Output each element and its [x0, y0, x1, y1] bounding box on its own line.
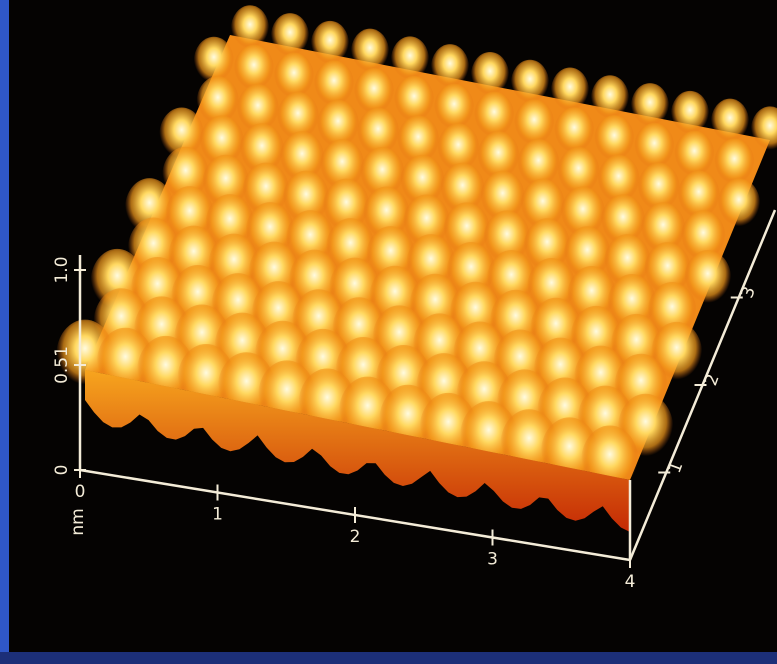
atom-bump: [470, 51, 510, 100]
atom-bump: [230, 5, 270, 54]
bottom-border: [0, 652, 777, 664]
x-tick-label: 1: [212, 505, 223, 525]
front-wall: [85, 370, 630, 532]
atom-bump: [677, 170, 721, 224]
atom-bump: [557, 146, 600, 201]
atom-bump: [273, 52, 315, 104]
atom-bump: [430, 44, 470, 93]
atom-bump: [316, 99, 360, 153]
x-tick-label: 3: [487, 550, 498, 570]
atom-bump: [674, 130, 715, 182]
z-tick-label: 0: [52, 465, 72, 476]
atom-bump: [396, 115, 440, 169]
atom-bump: [196, 76, 240, 130]
x-unit: nm: [68, 508, 88, 535]
atom-bump: [393, 75, 435, 127]
atom-bump: [350, 28, 390, 77]
atom-bump: [590, 75, 630, 124]
atom-bump: [670, 90, 710, 139]
left-border: [0, 0, 9, 664]
atom-bump: [193, 36, 235, 88]
surface: [56, 5, 777, 532]
atom-bump: [634, 122, 675, 174]
atom-bump: [233, 44, 275, 96]
z-tick-label: 0.51: [52, 346, 72, 384]
atom-bump: [710, 98, 750, 147]
atom-bump: [553, 107, 595, 158]
atom-bump: [717, 178, 761, 232]
atom-bump: [651, 321, 703, 386]
atom-bump: [236, 83, 280, 138]
atom-bump: [433, 83, 475, 135]
atom-bump: [310, 20, 350, 69]
atom-bump: [313, 60, 355, 111]
atom-bump: [630, 83, 670, 132]
atom-bump: [390, 36, 430, 85]
atom-bump: [513, 99, 555, 150]
atom-bump: [510, 59, 550, 108]
atom-bump: [750, 106, 777, 155]
x-tick-label: 2: [350, 527, 361, 547]
x-tick-label: 4: [625, 572, 636, 592]
atom-bump: [353, 68, 395, 119]
atom-bump: [270, 13, 310, 62]
atom-bump: [517, 138, 560, 193]
atom-bump: [356, 107, 400, 161]
atom-bump: [550, 67, 590, 116]
atom-bump: [594, 114, 635, 166]
z-tick-label: 1.0: [52, 256, 72, 283]
atom-bump: [637, 162, 681, 216]
atom-bump: [477, 131, 520, 185]
atom-bump: [714, 138, 755, 190]
atom-bump: [276, 91, 320, 146]
atom-bump: [597, 154, 640, 208]
atom-bump: [684, 250, 732, 309]
atom-bump: [473, 91, 515, 143]
atom-bump: [436, 123, 480, 177]
x-tick-label: 0: [75, 482, 86, 502]
